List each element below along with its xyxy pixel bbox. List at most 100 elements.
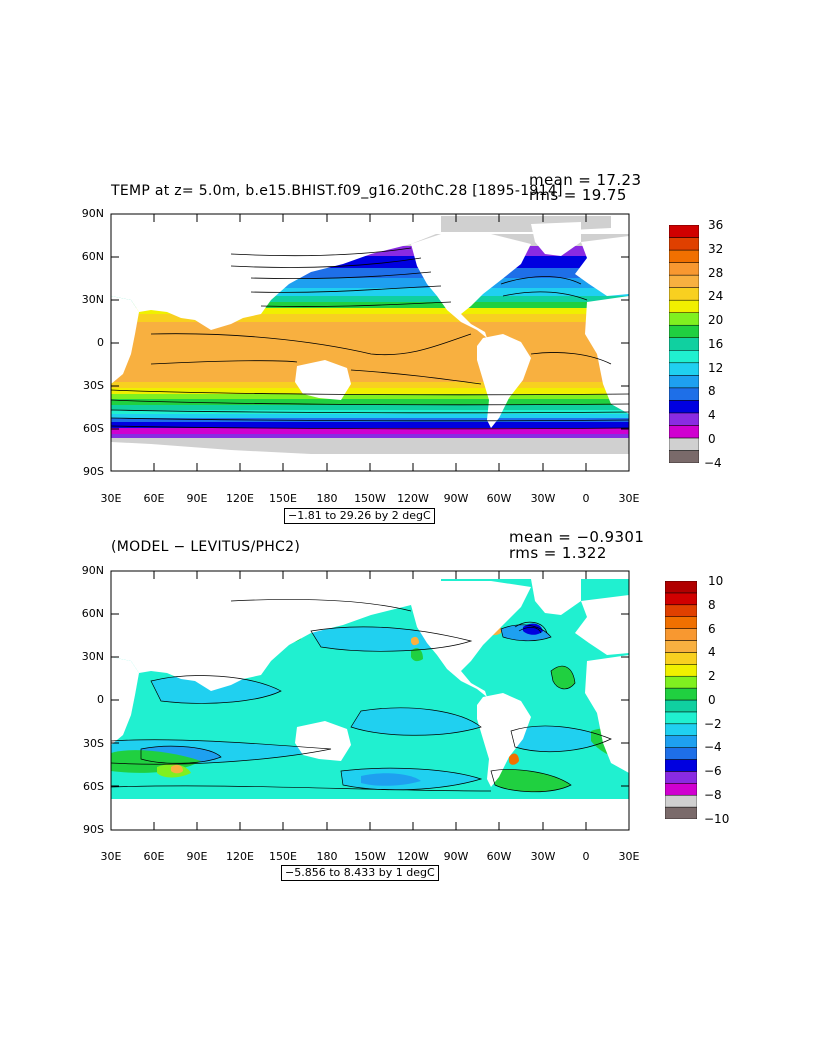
bottom-colorbar-label: 10 — [708, 574, 724, 588]
top-lon-label: 90W — [443, 492, 469, 505]
top-colorbar-label: 4 — [708, 408, 716, 422]
bottom-colorbar-swatch — [665, 783, 697, 796]
top-map — [110, 213, 630, 472]
bottom-colorbar-label: 6 — [708, 622, 716, 636]
top-lon-label: 90E — [186, 492, 208, 505]
top-mean: mean = 17.23 — [529, 171, 642, 189]
continent-south-america — [477, 693, 531, 787]
top-lon-label: 180 — [316, 492, 338, 505]
top-colorbar-swatch — [669, 362, 699, 376]
continent-north-america — [411, 234, 531, 338]
continent-australia — [295, 360, 351, 400]
bottom-lat-label: 60S — [83, 780, 104, 793]
bottom-lon-label: 60E — [143, 850, 165, 863]
top-colorbar-swatch — [669, 337, 699, 351]
bottom-colorbar-swatch — [665, 699, 697, 713]
bottom-colorbar-swatch — [665, 794, 697, 808]
top-lon-label: 150W — [354, 492, 386, 505]
bottom-colorbar-swatch — [665, 759, 697, 772]
top-lon-label: 60W — [486, 492, 512, 505]
top-rms: rms = 19.75 — [529, 186, 627, 204]
continent-north-america — [411, 581, 531, 697]
bottom-colorbar-swatch — [665, 735, 697, 748]
bottom-colorbar-swatch — [665, 581, 697, 594]
top-colorbar-swatch — [669, 412, 699, 426]
top-colorbar-swatch — [669, 350, 699, 364]
top-lon-label: 150E — [269, 492, 297, 505]
top-colorbar-label: 8 — [708, 384, 716, 398]
bottom-colorbar — [665, 581, 697, 819]
bottom-colorbar-label: 4 — [708, 645, 716, 659]
top-colorbar — [669, 225, 699, 463]
top-colorbar-label: 16 — [708, 337, 724, 351]
bottom-colorbar-swatch — [665, 652, 697, 665]
bottom-colorbar-swatch — [665, 675, 697, 689]
continent-greenland — [531, 577, 581, 615]
top-colorbar-label: 20 — [708, 313, 724, 327]
continent-asia — [111, 214, 441, 330]
top-range-box: −1.81 to 29.26 by 2 degC — [284, 508, 435, 524]
top-lat-label: 0 — [97, 336, 104, 349]
bottom-lat-label: 90N — [81, 564, 104, 577]
bottom-colorbar-label: −8 — [704, 788, 722, 802]
top-lon-label: 60E — [143, 492, 165, 505]
bottom-lon-label: 30E — [618, 850, 640, 863]
top-colorbar-swatch — [669, 237, 699, 251]
top-lon-label: 0 — [582, 492, 590, 505]
top-lat-label: 60S — [83, 422, 104, 435]
bottom-lat-label: 60N — [81, 607, 104, 620]
top-colorbar-label: −4 — [704, 456, 722, 470]
bottom-colorbar-label: −6 — [704, 764, 722, 778]
bottom-lon-label: 120E — [226, 850, 254, 863]
bottom-map — [110, 570, 630, 831]
bottom-colorbar-swatch — [665, 806, 697, 819]
top-colorbar-label: 12 — [708, 361, 724, 375]
bottom-lon-label: 30W — [530, 850, 556, 863]
bottom-lat-label: 0 — [97, 693, 104, 706]
continent-africa-east — [585, 296, 629, 414]
bottom-lat-label: 30S — [83, 737, 104, 750]
top-lat-label: 90N — [81, 207, 104, 220]
top-colorbar-swatch — [669, 375, 699, 389]
bottom-lat-label: 30N — [81, 650, 104, 663]
top-colorbar-swatch — [669, 312, 699, 326]
top-lon-label: 30E — [618, 492, 640, 505]
bottom-lon-label: 180 — [316, 850, 338, 863]
top-colorbar-label: 28 — [708, 266, 724, 280]
bottom-lat-label: 90S — [83, 823, 104, 836]
top-colorbar-label: 0 — [708, 432, 716, 446]
continent-africa — [111, 657, 139, 745]
bottom-lon-label: 150W — [354, 850, 386, 863]
continent-africa-east — [585, 655, 629, 773]
top-colorbar-swatch — [669, 425, 699, 439]
top-colorbar-label: 24 — [708, 289, 724, 303]
bottom-lon-label: 60W — [486, 850, 512, 863]
bottom-range-box: −5.856 to 8.433 by 1 degC — [281, 865, 439, 881]
top-lat-label: 90S — [83, 465, 104, 478]
bottom-colorbar-swatch — [665, 616, 697, 629]
bottom-rms: rms = 1.322 — [509, 544, 607, 562]
bottom-colorbar-label: −10 — [704, 812, 730, 826]
bottom-colorbar-label: 8 — [708, 598, 716, 612]
top-colorbar-swatch — [669, 387, 699, 401]
top-colorbar-swatch — [669, 324, 699, 338]
continent-asia — [111, 571, 441, 691]
top-lon-label: 120W — [397, 492, 429, 505]
bottom-lon-label: 120W — [397, 850, 429, 863]
top-colorbar-swatch — [669, 437, 699, 451]
continent-europe — [575, 236, 629, 296]
bottom-colorbar-swatch — [665, 723, 697, 736]
bottom-colorbar-swatch — [665, 640, 697, 653]
bottom-colorbar-swatch — [665, 711, 697, 725]
bottom-lon-label: 90W — [443, 850, 469, 863]
top-title: TEMP at z= 5.0m, b.e15.BHIST.f09_g16.20t… — [111, 183, 563, 199]
bottom-colorbar-swatch — [665, 747, 697, 760]
bottom-colorbar-swatch — [665, 687, 697, 701]
bottom-colorbar-label: −2 — [704, 717, 722, 731]
bottom-colorbar-swatch — [665, 664, 697, 677]
top-colorbar-swatch — [669, 262, 699, 276]
top-lat-label: 30S — [83, 379, 104, 392]
top-lat-label: 30N — [81, 293, 104, 306]
bottom-colorbar-label: 0 — [708, 693, 716, 707]
top-colorbar-swatch — [669, 400, 699, 414]
